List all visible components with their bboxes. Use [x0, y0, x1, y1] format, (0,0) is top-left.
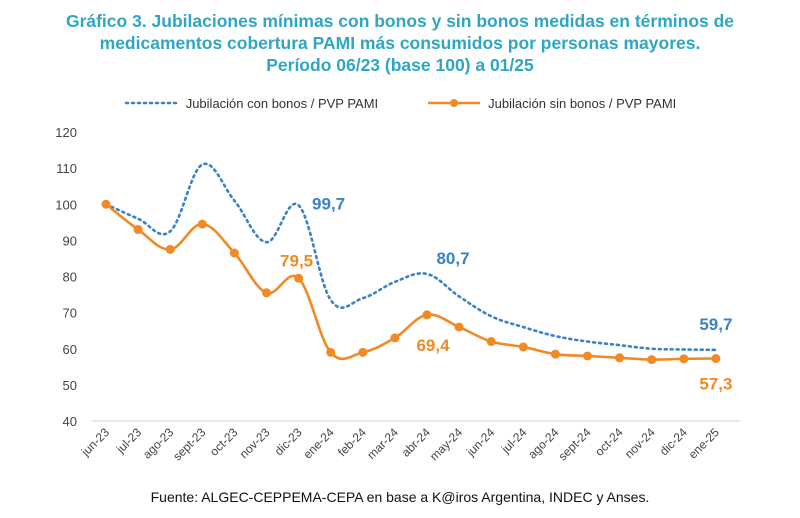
y-tick-label: 120: [55, 125, 77, 140]
source-note: Fuente: ALGEC-CEPPEMA-CEPA en base a K@i…: [150, 489, 650, 505]
series-sin-bonos-point: [454, 322, 464, 332]
x-tick-label: ago-24: [525, 425, 562, 462]
data-label-sin-bonos: 79,5: [280, 251, 313, 270]
legend-label-con-bonos: Jubilación con bonos / PVP PAMI: [185, 95, 379, 111]
series-sin-bonos-point: [647, 355, 657, 365]
series-sin-bonos-point: [133, 225, 143, 235]
chart-title-line-1: Gráfico 3. Jubilaciones mínimas con bono…: [65, 11, 735, 31]
chart-title-line-2: medicamentos cobertura PAMI más consumid…: [99, 33, 701, 53]
chart-title-line-3: Período 06/23 (base 100) a 01/25: [266, 55, 534, 75]
x-tick-label: sept-24: [555, 425, 593, 463]
x-tick-label: may-24: [427, 425, 465, 463]
series-sin-bonos-point: [679, 354, 689, 364]
series-con-bonos-line: [104, 162, 718, 352]
series-sin-bonos-point: [326, 347, 336, 357]
y-tick-label: 80: [63, 270, 77, 285]
y-tick-label: 60: [63, 342, 77, 357]
series-sin-bonos-point: [486, 337, 496, 347]
y-tick-label: 110: [56, 161, 77, 176]
y-tick-label: 100: [55, 197, 77, 212]
y-tick-label: 50: [63, 378, 77, 393]
x-tick-label: mar-24: [364, 425, 401, 462]
x-tick-label: nov-23: [237, 425, 273, 461]
series-sin-bonos-point: [262, 288, 271, 298]
y-tick-label: 90: [63, 233, 77, 248]
legend-marker-line-icon: [428, 99, 481, 107]
legend-label-sin-bonos: Jubilación sin bonos / PVP PAMI: [488, 95, 677, 111]
data-label-con-bonos: 59,7: [699, 315, 732, 334]
x-tick-label: ago-23: [140, 425, 177, 462]
x-tick-label: oct-23: [207, 425, 241, 459]
data-label-sin-bonos: 57,3: [699, 375, 732, 394]
series-sin-bonos-point: [390, 333, 400, 343]
y-tick-label: 70: [63, 306, 77, 321]
series-sin-bonos-point: [358, 347, 368, 357]
chart-legend: Jubilación con bonos / PVP PAMI Jubilaci…: [0, 92, 800, 114]
series-sin-bonos-point: [615, 353, 625, 363]
data-label-con-bonos: 99,7: [312, 194, 345, 213]
series-sin-bonos-point: [583, 351, 592, 361]
x-tick-label: feb-24: [335, 425, 369, 459]
series-sin-bonos-line: [105, 203, 716, 361]
legend-item-sin-bonos: Jubilación sin bonos / PVP PAMI: [426, 96, 676, 111]
x-tick-label: jun-23: [78, 425, 112, 459]
series-sin-bonos-point: [101, 199, 111, 209]
x-tick-label: sept-23: [170, 425, 208, 463]
x-tick-label: ene-24: [300, 425, 337, 462]
series-sin-bonos-point: [518, 342, 528, 352]
chart-title: Gráfico 3. Jubilaciones mínimas con bono…: [0, 10, 800, 76]
data-label-sin-bonos: 69,4: [416, 336, 450, 355]
x-tick-label: ene-25: [686, 425, 723, 462]
series-sin-bonos-point: [422, 310, 432, 320]
x-tick-label: dic-24: [657, 425, 690, 458]
x-tick-label: dic-23: [272, 425, 305, 458]
x-tick-label: jun-24: [463, 425, 497, 459]
data-label-con-bonos: 80,7: [436, 249, 469, 268]
series-sin-bonos-point: [229, 248, 239, 258]
x-tick-label: oct-24: [592, 425, 626, 459]
legend-item-con-bonos: Jubilación con bonos / PVP PAMI: [124, 96, 378, 111]
x-tick-label: nov-24: [622, 425, 658, 461]
series-sin-bonos-point: [165, 244, 175, 254]
series-sin-bonos-point: [550, 349, 560, 359]
y-tick-label: 40: [63, 414, 77, 429]
legend-dotted-line-icon: [124, 101, 179, 105]
series-sin-bonos-point: [294, 273, 304, 283]
series-sin-bonos-point: [197, 219, 207, 229]
series-sin-bonos-point: [711, 354, 721, 364]
